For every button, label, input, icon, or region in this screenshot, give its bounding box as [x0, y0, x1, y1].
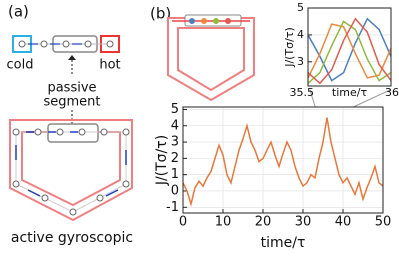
y-tick-label: 3: [297, 55, 304, 68]
y-tick-label: 0: [171, 183, 179, 198]
x-tick-label: 0: [179, 215, 187, 230]
x-tick-label: 35.5: [290, 86, 315, 99]
y-tick-label: 4: [297, 28, 304, 41]
y-tick-label: 5: [297, 1, 304, 14]
x-tick-label: 20: [255, 215, 272, 230]
x-axis-label: time/τ: [261, 235, 306, 251]
active-loop: [9, 119, 133, 222]
data-line: [307, 20, 392, 84]
plot-area: [183, 107, 383, 213]
data-line: [307, 17, 392, 82]
colored-loop: [167, 14, 255, 102]
plot-frame: [307, 7, 392, 87]
y-tick-label: 4: [171, 118, 179, 133]
y-tick-label: 1: [171, 167, 179, 182]
y-tick-label: -1: [166, 200, 179, 215]
x-tick-label: 30: [295, 215, 312, 230]
y-tick-label: 5: [171, 102, 179, 117]
data-line: [182, 117, 384, 207]
y-axis-label: J/(Tσ/τ): [154, 135, 170, 186]
x-tick-label: 36.2: [385, 86, 399, 99]
data-line: [307, 17, 392, 85]
panel-label: (a): [8, 3, 29, 21]
y-tick-label: 3: [171, 135, 179, 150]
label: segment: [43, 95, 100, 110]
plot-frame: [182, 106, 384, 214]
passive-chain: [12, 35, 120, 130]
x-axis-label: time/τ: [332, 86, 368, 99]
label: hot: [99, 58, 120, 73]
x-tick-label: 10: [215, 215, 232, 230]
x-tick-label: 40: [335, 215, 352, 230]
label: active gyroscopic: [11, 230, 133, 246]
panel-label: (b): [150, 5, 171, 23]
label: cold: [7, 58, 34, 73]
plot-area: [308, 8, 391, 86]
y-axis-label: J/(Tσ/τ): [283, 27, 296, 68]
y-tick-label: 2: [171, 151, 179, 166]
x-tick-label: 50: [375, 215, 392, 230]
label: passive: [47, 81, 96, 96]
